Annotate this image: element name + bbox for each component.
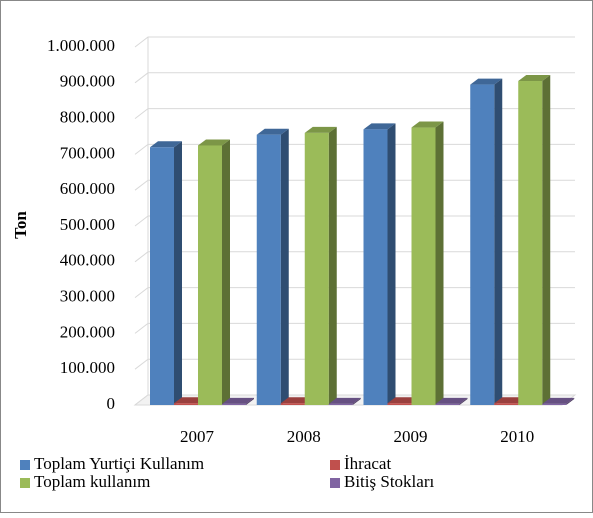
legend-label: Bitiş Stokları	[344, 472, 434, 491]
bar-side	[222, 139, 230, 405]
bar-front	[435, 403, 460, 405]
bar-top	[363, 123, 396, 130]
bar	[222, 397, 254, 405]
bar-side	[174, 141, 182, 406]
grid-line	[134, 36, 575, 48]
bar-top	[435, 397, 468, 404]
y-tick-label: 1.000.000	[47, 36, 115, 55]
x-tick-label: 2008	[287, 427, 321, 446]
bar-front	[387, 403, 412, 405]
bar-front	[518, 81, 543, 405]
bar-front	[411, 127, 436, 406]
bar-front	[304, 132, 329, 406]
bar-front	[256, 134, 281, 405]
bar-front	[494, 403, 519, 405]
bar-top	[411, 121, 444, 128]
bar-side	[566, 397, 575, 405]
bar-front	[174, 403, 198, 405]
bar-top	[304, 126, 337, 133]
bar-front	[542, 403, 567, 405]
bar-side	[494, 78, 503, 405]
bar	[518, 75, 551, 405]
y-tick-label: 100.000	[60, 358, 115, 377]
legend-label: İhracat	[344, 454, 391, 473]
bar-front	[328, 403, 353, 405]
bar	[542, 397, 575, 405]
bar-front	[150, 147, 174, 406]
y-tick-label: 200.000	[60, 322, 115, 341]
y-tick-label: 600.000	[60, 179, 115, 198]
bar	[198, 139, 230, 405]
bar-side	[328, 126, 337, 406]
bar	[435, 397, 468, 405]
y-tick-label: 900.000	[60, 72, 115, 91]
bar-side	[387, 123, 396, 405]
x-tick-label: 2010	[500, 427, 534, 446]
x-tick-label: 2009	[394, 427, 428, 446]
bar-top	[328, 397, 361, 404]
bar	[150, 141, 182, 406]
grid-line	[134, 108, 575, 119]
bar-side	[246, 397, 254, 405]
y-axis-label: Ton	[11, 211, 30, 239]
bar-side	[352, 397, 361, 405]
bar	[256, 128, 289, 405]
bar-top	[542, 397, 575, 404]
y-tick-label: 0	[107, 394, 116, 413]
legend-label: Toplam Yurtiçi Kullanım	[34, 454, 204, 473]
legend-label: Toplam kullanım	[34, 472, 150, 491]
legend-swatch	[20, 460, 30, 470]
bar-top	[470, 78, 503, 85]
bar-top	[198, 139, 230, 146]
bar-side	[435, 121, 444, 406]
bar	[411, 121, 444, 406]
bar-top	[518, 75, 551, 82]
bar-side	[542, 75, 551, 405]
bar	[363, 123, 396, 405]
y-tick-label: 700.000	[60, 143, 115, 162]
bar-side	[459, 397, 468, 405]
bar-side	[280, 128, 289, 405]
bar	[328, 397, 361, 405]
x-tick-label: 2007	[180, 427, 215, 446]
bar-top	[150, 141, 182, 148]
bar-top	[222, 397, 254, 404]
bar	[304, 126, 337, 406]
y-tick-label: 400.000	[60, 251, 115, 270]
bar-top	[256, 128, 289, 135]
bar-front	[280, 403, 305, 405]
y-tick-label: 800.000	[60, 108, 115, 127]
legend-swatch	[330, 478, 340, 488]
bar-front	[363, 129, 388, 405]
y-tick-label: 500.000	[60, 215, 115, 234]
bar-front	[198, 145, 222, 405]
legend-swatch	[330, 460, 340, 470]
bar	[470, 78, 503, 405]
bar-front	[222, 403, 246, 405]
legend-swatch	[20, 478, 30, 488]
y-tick-label: 300.000	[60, 287, 115, 306]
bar-front	[470, 84, 495, 405]
grid-line	[134, 72, 575, 84]
